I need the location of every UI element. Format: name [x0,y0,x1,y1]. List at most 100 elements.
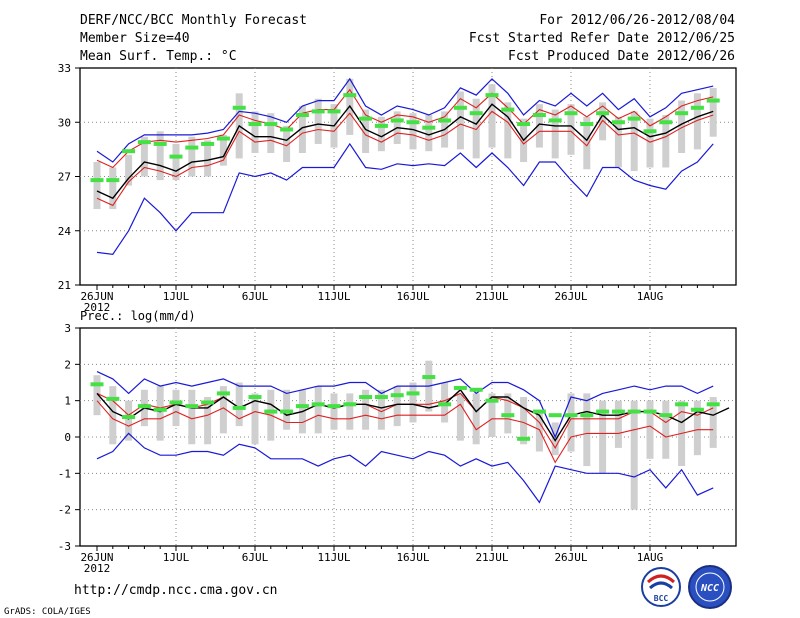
member-mean-marker [343,93,357,98]
member-mean-marker [643,129,657,134]
spread-box [267,113,275,153]
spread-box [298,105,306,153]
member-mean-marker [517,122,531,127]
min-line [96,142,714,255]
member-mean-marker [627,116,641,121]
x-tick-label: 26JUN [80,551,113,564]
spread-box [409,113,417,150]
x-tick-label: 1JUL [163,551,190,564]
member-mean-marker [453,385,467,390]
spread-box [125,154,133,186]
spread-box [646,118,654,168]
bcc-logo: BCC [641,567,681,607]
min-line [96,432,714,504]
spread-box [456,393,464,441]
spread-box [156,386,164,441]
member-mean-marker [564,111,578,116]
member-mean-marker [564,413,578,418]
member-mean-marker [390,393,404,398]
member-mean-marker [422,375,436,380]
ensemble-mean-line [96,388,730,442]
x-tick-label: 1JUL [163,290,190,303]
spread-box [283,125,291,163]
member-mean-marker [580,122,594,127]
member-mean-marker [122,415,136,420]
member-mean-marker [501,413,515,418]
member-mean-marker [295,113,309,118]
member-mean-marker [137,404,151,409]
spread-box [709,397,717,448]
spread-box [172,389,180,427]
member-mean-marker [106,396,120,401]
member-mean-marker [596,111,610,116]
member-mean-marker [532,409,546,414]
source-url[interactable]: http://cmdp.ncc.cma.gov.cn [74,583,278,598]
lower-line [96,110,714,207]
spread-box [251,111,259,153]
spread-box [567,104,575,155]
member-mean-marker [137,140,151,145]
spread-box [156,131,164,181]
spread-box [551,422,559,456]
spread-box [535,104,543,148]
member-mean-marker [216,136,230,141]
spread-box [235,382,243,427]
member-mean-marker [485,398,499,403]
member-mean-marker [264,122,278,127]
y-tick-label: 30 [58,116,71,129]
spread-box [393,386,401,427]
member-size: Member Size=40 [80,31,190,46]
x-tick-label: 11JUL [317,551,350,564]
max-line [96,77,714,163]
member-mean-marker [453,105,467,110]
member-mean-marker [311,402,325,407]
member-mean-marker [185,404,199,409]
spread-box [409,382,417,423]
member-mean-marker [611,120,625,125]
spread-box [188,136,196,177]
lower-line [96,400,714,464]
y-tick-label: -2 [58,504,71,517]
spread-box [204,397,212,445]
member-mean-marker [532,113,546,118]
spread-box [614,400,622,448]
y-tick-label: 27 [58,171,71,184]
member-mean-marker [280,127,294,132]
y-tick-label: -1 [58,467,71,480]
spread-box [314,98,322,144]
spread-box [93,162,101,210]
spread-box [188,389,196,445]
member-mean-marker [469,387,483,392]
member-mean-marker [469,111,483,116]
member-mean-marker [122,149,136,154]
member-mean-marker [169,400,183,405]
member-mean-marker [201,400,215,405]
member-mean-marker [643,409,657,414]
spread-box [377,389,385,430]
spread-box [551,109,559,159]
member-mean-marker [706,402,720,407]
x-tick-label: 11JUL [317,290,350,303]
member-mean-marker [153,141,167,146]
y-tick-label: -3 [58,540,71,553]
spread-box [520,397,528,445]
spread-box [488,84,496,148]
member-mean-marker [248,122,262,127]
spread-box [662,115,670,168]
member-mean-marker [201,141,215,146]
member-mean-marker [422,125,436,130]
spread-box [125,400,133,441]
spread-box [630,111,638,172]
upper-line [96,88,714,169]
member-mean-marker [690,407,704,412]
spread-box [330,393,338,430]
y-tick-label: 0 [64,431,71,444]
member-mean-marker [295,404,309,409]
member-mean-marker [517,436,531,441]
spread-box [646,400,654,459]
member-mean-marker [659,413,673,418]
spread-box [504,102,512,159]
x-tick-label: 1AUG [637,290,664,303]
member-mean-marker [580,413,594,418]
member-mean-marker [106,178,120,183]
